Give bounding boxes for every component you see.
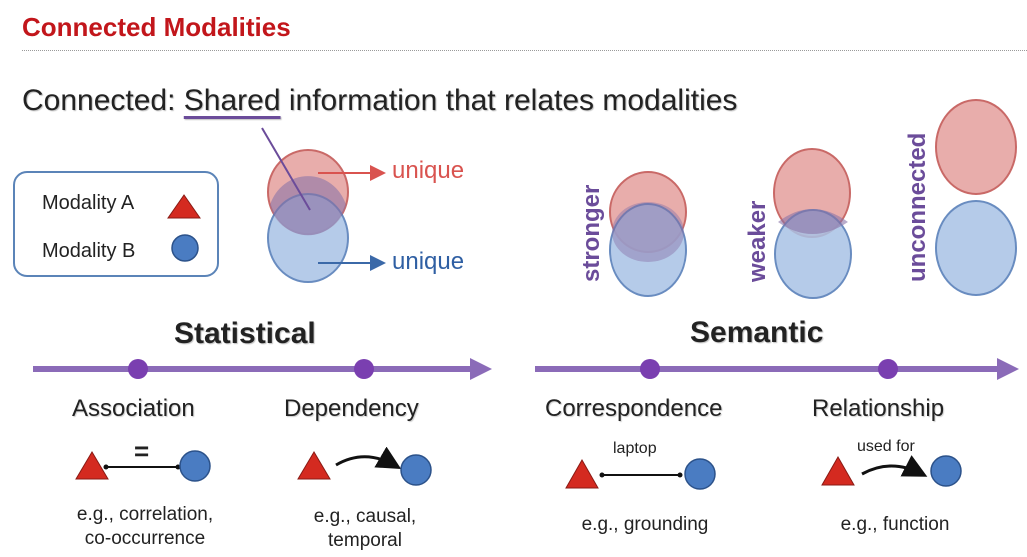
modality-a-triangle-icon [167, 194, 201, 219]
relationship-glyph [821, 455, 962, 487]
dependency-glyph [297, 446, 432, 486]
overlap-label-unconnected: unconnected [904, 132, 931, 282]
term-correspondence: Correspondence [545, 395, 723, 422]
title-divider [22, 50, 1027, 51]
correspondence-glyph [565, 458, 716, 490]
example-relationship-line-1: e.g., function [840, 514, 950, 535]
association-equals-label: = [134, 436, 150, 466]
example-dependency-line-2: temporal [328, 530, 402, 551]
overlap-label-stronger: stronger [578, 184, 605, 282]
legend-label-modality-b: Modality B [42, 240, 136, 262]
venn-unconnected [935, 99, 1017, 296]
legend-label-modality-a: Modality A [42, 192, 135, 214]
relationship-link-label: used for [857, 438, 915, 455]
correspondence-link-label: laptop [613, 440, 657, 457]
semantic-axis [535, 358, 1019, 380]
example-relationship: e.g., function [815, 513, 975, 537]
statistical-axis [33, 358, 492, 380]
shared-pointer-line [261, 127, 311, 211]
term-relationship: Relationship [812, 395, 945, 422]
slide-title: Connected Modalities [22, 12, 291, 42]
headline: Connected: Shared information that relat… [22, 84, 737, 118]
venn-stronger [609, 171, 687, 297]
term-dependency: Dependency [284, 395, 419, 422]
term-association: Association [72, 395, 195, 422]
example-association-line-1: e.g., correlation, [76, 504, 214, 525]
example-correspondence: e.g., grounding [555, 513, 735, 537]
example-dependency-line-1: e.g., causal, [313, 506, 417, 527]
heading-statistical: Statistical [174, 317, 316, 350]
headline-prefix: Connected: [22, 84, 184, 117]
example-correspondence-line-1: e.g., grounding [581, 514, 709, 535]
unique-a-label: unique [392, 157, 465, 184]
heading-semantic: Semantic [690, 316, 824, 349]
headline-underlined-word: Shared [183, 84, 281, 117]
modality-b-circle-icon [171, 234, 199, 262]
venn-weaker [773, 148, 852, 299]
example-association-line-2: co-occurrence [84, 528, 206, 549]
association-glyph [75, 450, 211, 482]
example-association: e.g., correlation, co-occurrence [50, 503, 240, 551]
unique-b-label: unique [392, 248, 465, 275]
example-dependency: e.g., causal, temporal [290, 505, 440, 553]
overlap-label-weaker: weaker [744, 200, 771, 282]
headline-suffix: information that relates modalities [280, 84, 738, 117]
